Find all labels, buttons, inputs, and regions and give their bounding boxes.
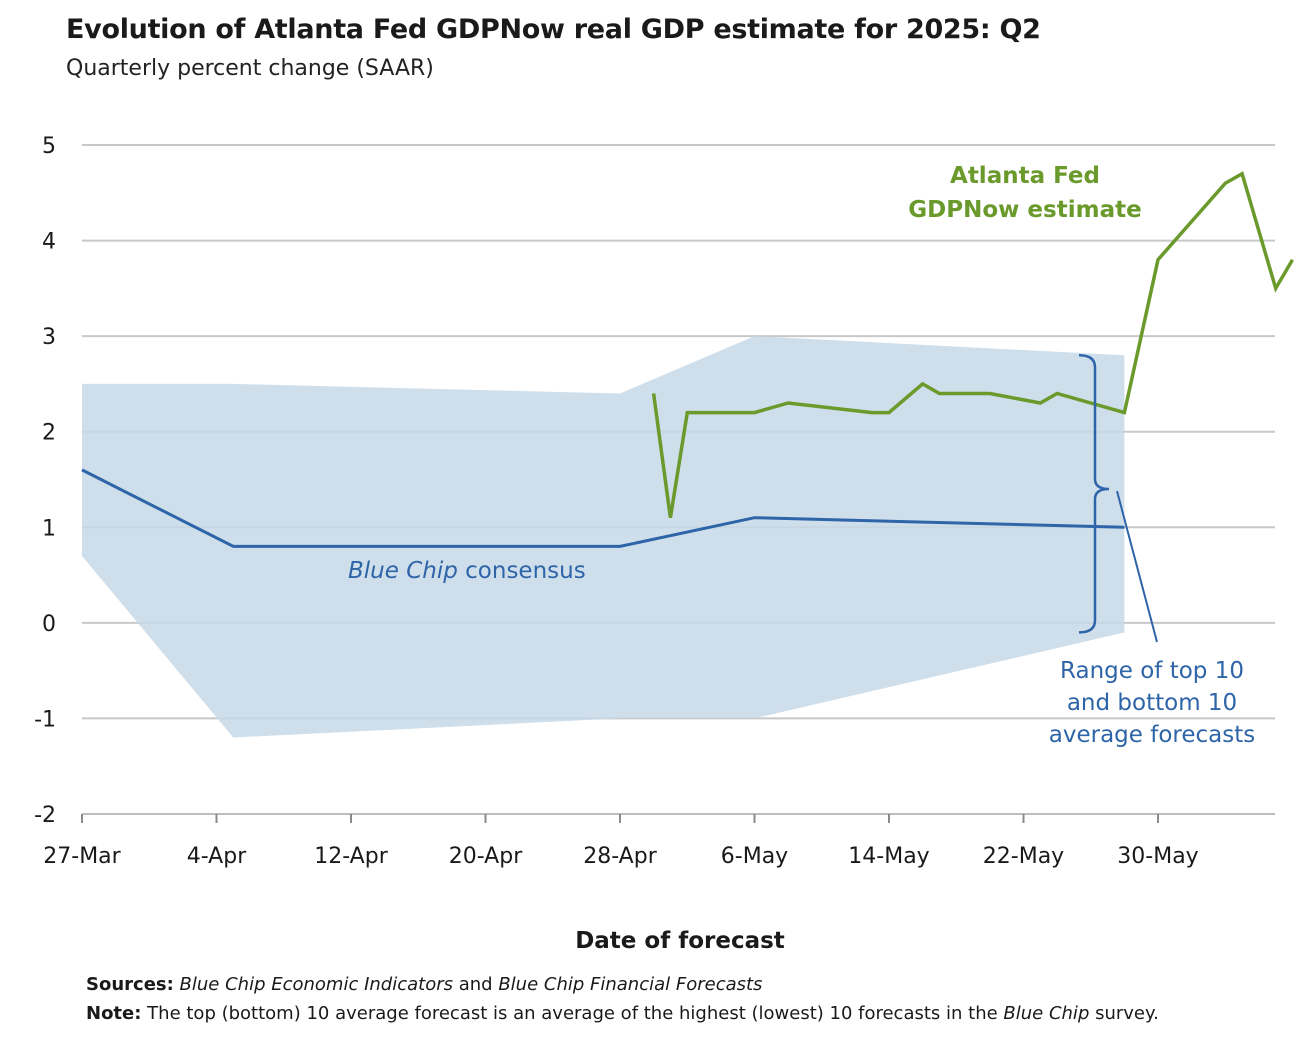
x-tick-label: 6-May bbox=[721, 844, 788, 869]
y-tick-label: -1 bbox=[34, 707, 56, 732]
y-tick-label: 4 bbox=[42, 230, 56, 255]
x-axis-label: Date of forecast bbox=[575, 928, 785, 954]
range-annotation: Range of top 10 bbox=[1060, 658, 1244, 684]
chart-svg: 5 4 3 2 1 0 -1 -2 27-Mar 4-Apr 12-Apr 20-Apr 28-Apr 6… bbox=[34, 134, 1295, 869]
gdpnow-series-line bbox=[651, 171, 1295, 518]
note-line: Note: The top (bottom) 10 average foreca… bbox=[86, 1003, 1159, 1024]
gdpnow-annotation: GDPNow estimate bbox=[908, 197, 1141, 223]
x-tick-label: 27-Mar bbox=[43, 844, 121, 869]
range-bracket bbox=[1078, 354, 1110, 634]
chart-subtitle: Quarterly percent change (SAAR) bbox=[66, 56, 434, 81]
x-tick-label: 14-May bbox=[848, 844, 929, 869]
y-tick-label: 0 bbox=[42, 612, 56, 637]
sources-line: Sources: Blue Chip Economic Indicators a… bbox=[86, 974, 763, 995]
y-tick-label: 3 bbox=[42, 325, 56, 350]
bluechip-series-line bbox=[81, 468, 1125, 548]
x-tick-label: 28-Apr bbox=[583, 844, 657, 869]
x-tick-label: 20-Apr bbox=[449, 844, 523, 869]
x-tick-label: 4-Apr bbox=[187, 844, 247, 869]
range-annotation: and bottom 10 bbox=[1067, 690, 1237, 716]
chart-footer: Sources: Blue Chip Economic Indicators a… bbox=[86, 970, 1236, 1028]
range-band bbox=[82, 336, 1125, 738]
bluechip-annotation-text: consensus bbox=[458, 558, 586, 584]
bluechip-annotation: Blue Chip consensus bbox=[348, 558, 586, 584]
y-tick-label: -2 bbox=[34, 803, 56, 828]
x-tick-label: 30-May bbox=[1117, 844, 1198, 869]
gdpnow-annotation: Atlanta Fed bbox=[950, 163, 1100, 189]
chart-title: Evolution of Atlanta Fed GDPNow real GDP… bbox=[66, 14, 1041, 45]
y-tick-label: 2 bbox=[42, 421, 56, 446]
range-leader-line bbox=[1116, 490, 1158, 643]
y-tick-label: 1 bbox=[42, 516, 56, 541]
x-tick-label: 22-May bbox=[983, 844, 1064, 869]
y-tick-label: 5 bbox=[42, 134, 56, 159]
x-tick-label: 12-Apr bbox=[314, 844, 388, 869]
range-annotation: average forecasts bbox=[1049, 722, 1255, 748]
bluechip-annotation-italic: Blue Chip bbox=[348, 558, 458, 584]
